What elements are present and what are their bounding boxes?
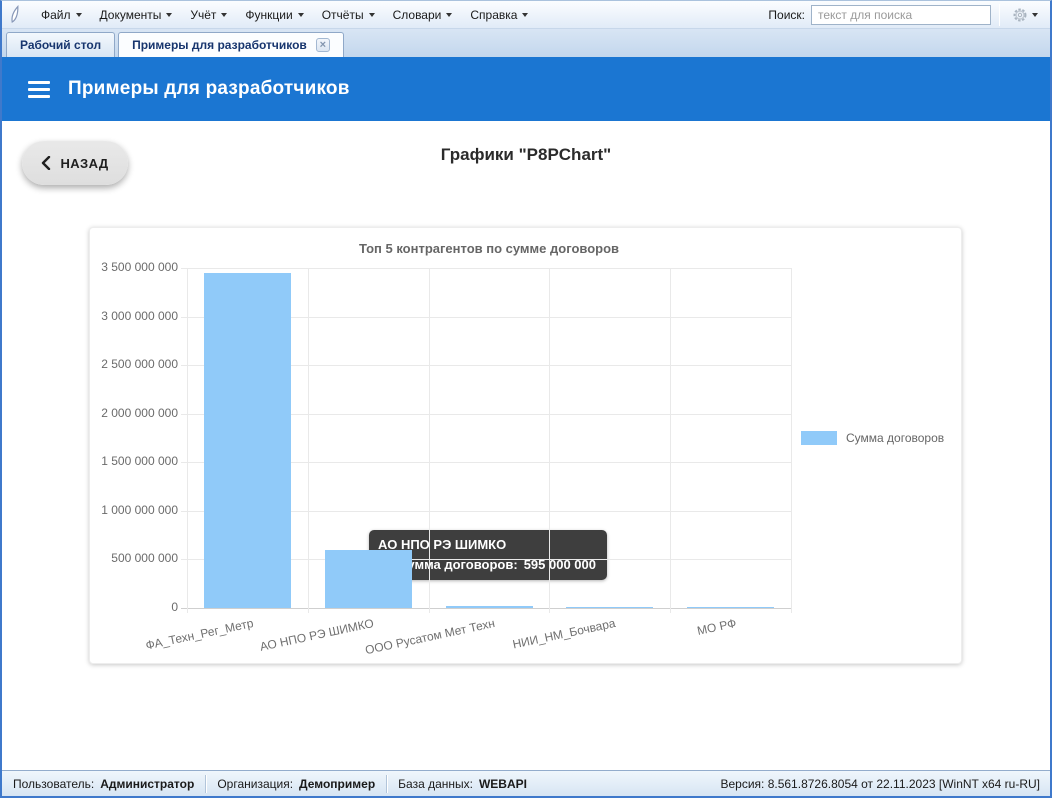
gear-icon xyxy=(1013,8,1027,21)
gridline xyxy=(181,608,791,609)
tab-close-icon[interactable]: × xyxy=(315,38,330,52)
gridline xyxy=(428,268,430,613)
y-axis-tick-label: 1 500 000 000 xyxy=(101,454,178,469)
content-area: НАЗАД Графики "P8PChart" Топ 5 контраген… xyxy=(2,121,1050,770)
hamburger-menu-icon[interactable] xyxy=(28,80,50,98)
menu-item-7[interactable]: Справка xyxy=(461,3,537,27)
x-axis-tick-label: ООО Русатом Мет Техн xyxy=(363,616,496,658)
status-org-value: Демопример xyxy=(299,776,376,791)
status-bar: Пользователь: Администратор Организация:… xyxy=(2,770,1050,796)
chart-title: Топ 5 контрагентов по сумме договоров xyxy=(358,241,620,256)
x-axis-tick-label: МО РФ xyxy=(695,616,738,638)
app-logo-icon xyxy=(8,4,23,25)
menu-item-3[interactable]: Учёт xyxy=(181,3,236,27)
tab-2[interactable]: Примеры для разработчиков × xyxy=(118,32,344,57)
menu-item-label: Функции xyxy=(245,7,293,22)
status-user-label: Пользователь: xyxy=(13,776,95,791)
x-axis-tick-label: ФА_Техн_Рег_Метр xyxy=(144,616,255,653)
menu-item-label: Учёт xyxy=(190,7,217,22)
menu-item-label: Словари xyxy=(392,7,442,22)
menu-item-label: Справка xyxy=(470,7,518,22)
back-button[interactable]: НАЗАД xyxy=(22,141,128,185)
status-user: Пользователь: Администратор xyxy=(2,774,207,793)
toolbar-separator xyxy=(999,3,1000,26)
search-label: Поиск: xyxy=(768,7,805,22)
chart-bar-3[interactable] xyxy=(445,606,533,608)
x-axis-tick-label: АО НПО РЭ ШИМКО xyxy=(258,616,376,654)
menu-item-2[interactable]: Документы xyxy=(91,3,182,27)
status-db-value: WEBAPI xyxy=(478,776,527,791)
gridline xyxy=(549,268,551,613)
y-axis-tick-label: 1 000 000 000 xyxy=(101,502,178,517)
x-axis-tick-label: НИИ_НМ_Бочвара xyxy=(511,616,617,652)
chart-bar-5[interactable] xyxy=(687,606,775,608)
tab-bar: Рабочий стол Примеры для разработчиков × xyxy=(2,29,1050,57)
chevron-left-icon xyxy=(42,156,51,170)
menu-item-4[interactable]: Функции xyxy=(236,3,312,27)
menu-item-6[interactable]: Словари xyxy=(384,3,462,27)
dropdown-arrow-icon xyxy=(446,12,453,17)
menu-items: Файл Документы Учёт Функции Отчёты Словари Спр… xyxy=(32,3,537,27)
gridline xyxy=(181,510,791,512)
y-axis-tick-label: 2 000 000 000 xyxy=(101,405,178,420)
dropdown-arrow-icon xyxy=(75,12,82,17)
menu-item-label: Файл xyxy=(41,7,71,22)
gridline xyxy=(307,268,309,613)
chart-legend[interactable]: Сумма договоров xyxy=(801,431,944,445)
y-axis-tick-label: 500 000 000 xyxy=(111,551,178,566)
tooltip-value: 595 000 000 xyxy=(523,557,596,572)
gridline xyxy=(187,268,188,613)
status-user-value: Администратор xyxy=(100,776,195,791)
tooltip-series-label: Сумма договоров: xyxy=(398,557,518,572)
page-title: Графики "P8PChart" xyxy=(440,145,612,164)
gridline xyxy=(181,365,791,367)
chart-card: Топ 5 контрагентов по сумме договоров Су… xyxy=(89,227,962,664)
y-axis-tick-label: 3 500 000 000 xyxy=(101,260,178,274)
legend-swatch xyxy=(801,431,837,445)
dropdown-arrow-icon xyxy=(297,12,304,17)
tooltip-title: АО НПО РЭ ШИМКО xyxy=(378,537,507,552)
tab-label: Рабочий стол xyxy=(20,38,102,52)
chart-bar-2[interactable] xyxy=(324,550,412,608)
gridline xyxy=(181,462,791,464)
chart-bar-1[interactable] xyxy=(203,272,291,608)
gridline xyxy=(181,268,791,269)
y-axis-tick-label: 0 xyxy=(171,600,178,614)
search-input[interactable] xyxy=(811,4,991,25)
dropdown-arrow-icon xyxy=(221,12,228,17)
gridline xyxy=(181,316,791,318)
page-header: Примеры для разработчиков xyxy=(2,57,1050,121)
menu-bar: Файл Документы Учёт Функции Отчёты Словари Спр… xyxy=(2,1,1050,29)
tab-1[interactable]: Рабочий стол xyxy=(6,32,116,57)
gridline xyxy=(791,268,792,613)
header-title: Примеры для разработчиков xyxy=(68,78,350,99)
dropdown-arrow-icon xyxy=(1032,12,1038,17)
dropdown-arrow-icon xyxy=(522,12,529,17)
status-database: База данных: WEBAPI xyxy=(387,775,538,793)
menu-item-5[interactable]: Отчёты xyxy=(313,3,384,27)
gridline xyxy=(670,268,672,613)
status-organization: Организация: Демопример xyxy=(206,774,388,793)
gridline xyxy=(181,413,791,415)
legend-label: Сумма договоров xyxy=(846,431,945,445)
search-zone: Поиск: xyxy=(768,3,1050,27)
y-axis-tick-label: 3 000 000 000 xyxy=(101,308,178,323)
status-org-label: Организация: xyxy=(217,776,294,791)
status-db-label: База данных: xyxy=(398,776,473,791)
dropdown-arrow-icon xyxy=(368,12,375,17)
tab-label: Примеры для разработчиков xyxy=(132,38,307,52)
dropdown-arrow-icon xyxy=(166,12,173,17)
y-axis-tick-label: 2 500 000 000 xyxy=(101,357,178,372)
menu-item-label: Отчёты xyxy=(321,7,364,22)
menu-item-label: Документы xyxy=(99,7,162,22)
status-version: Версия: 8.561.8726.8054 от 22.11.2023 [W… xyxy=(720,776,1040,791)
menu-item-1[interactable]: Файл xyxy=(32,3,91,27)
back-button-label: НАЗАД xyxy=(60,155,109,171)
gridline xyxy=(181,559,791,561)
chart-bar-4[interactable] xyxy=(566,607,654,608)
settings-menu-button[interactable] xyxy=(1006,3,1044,27)
